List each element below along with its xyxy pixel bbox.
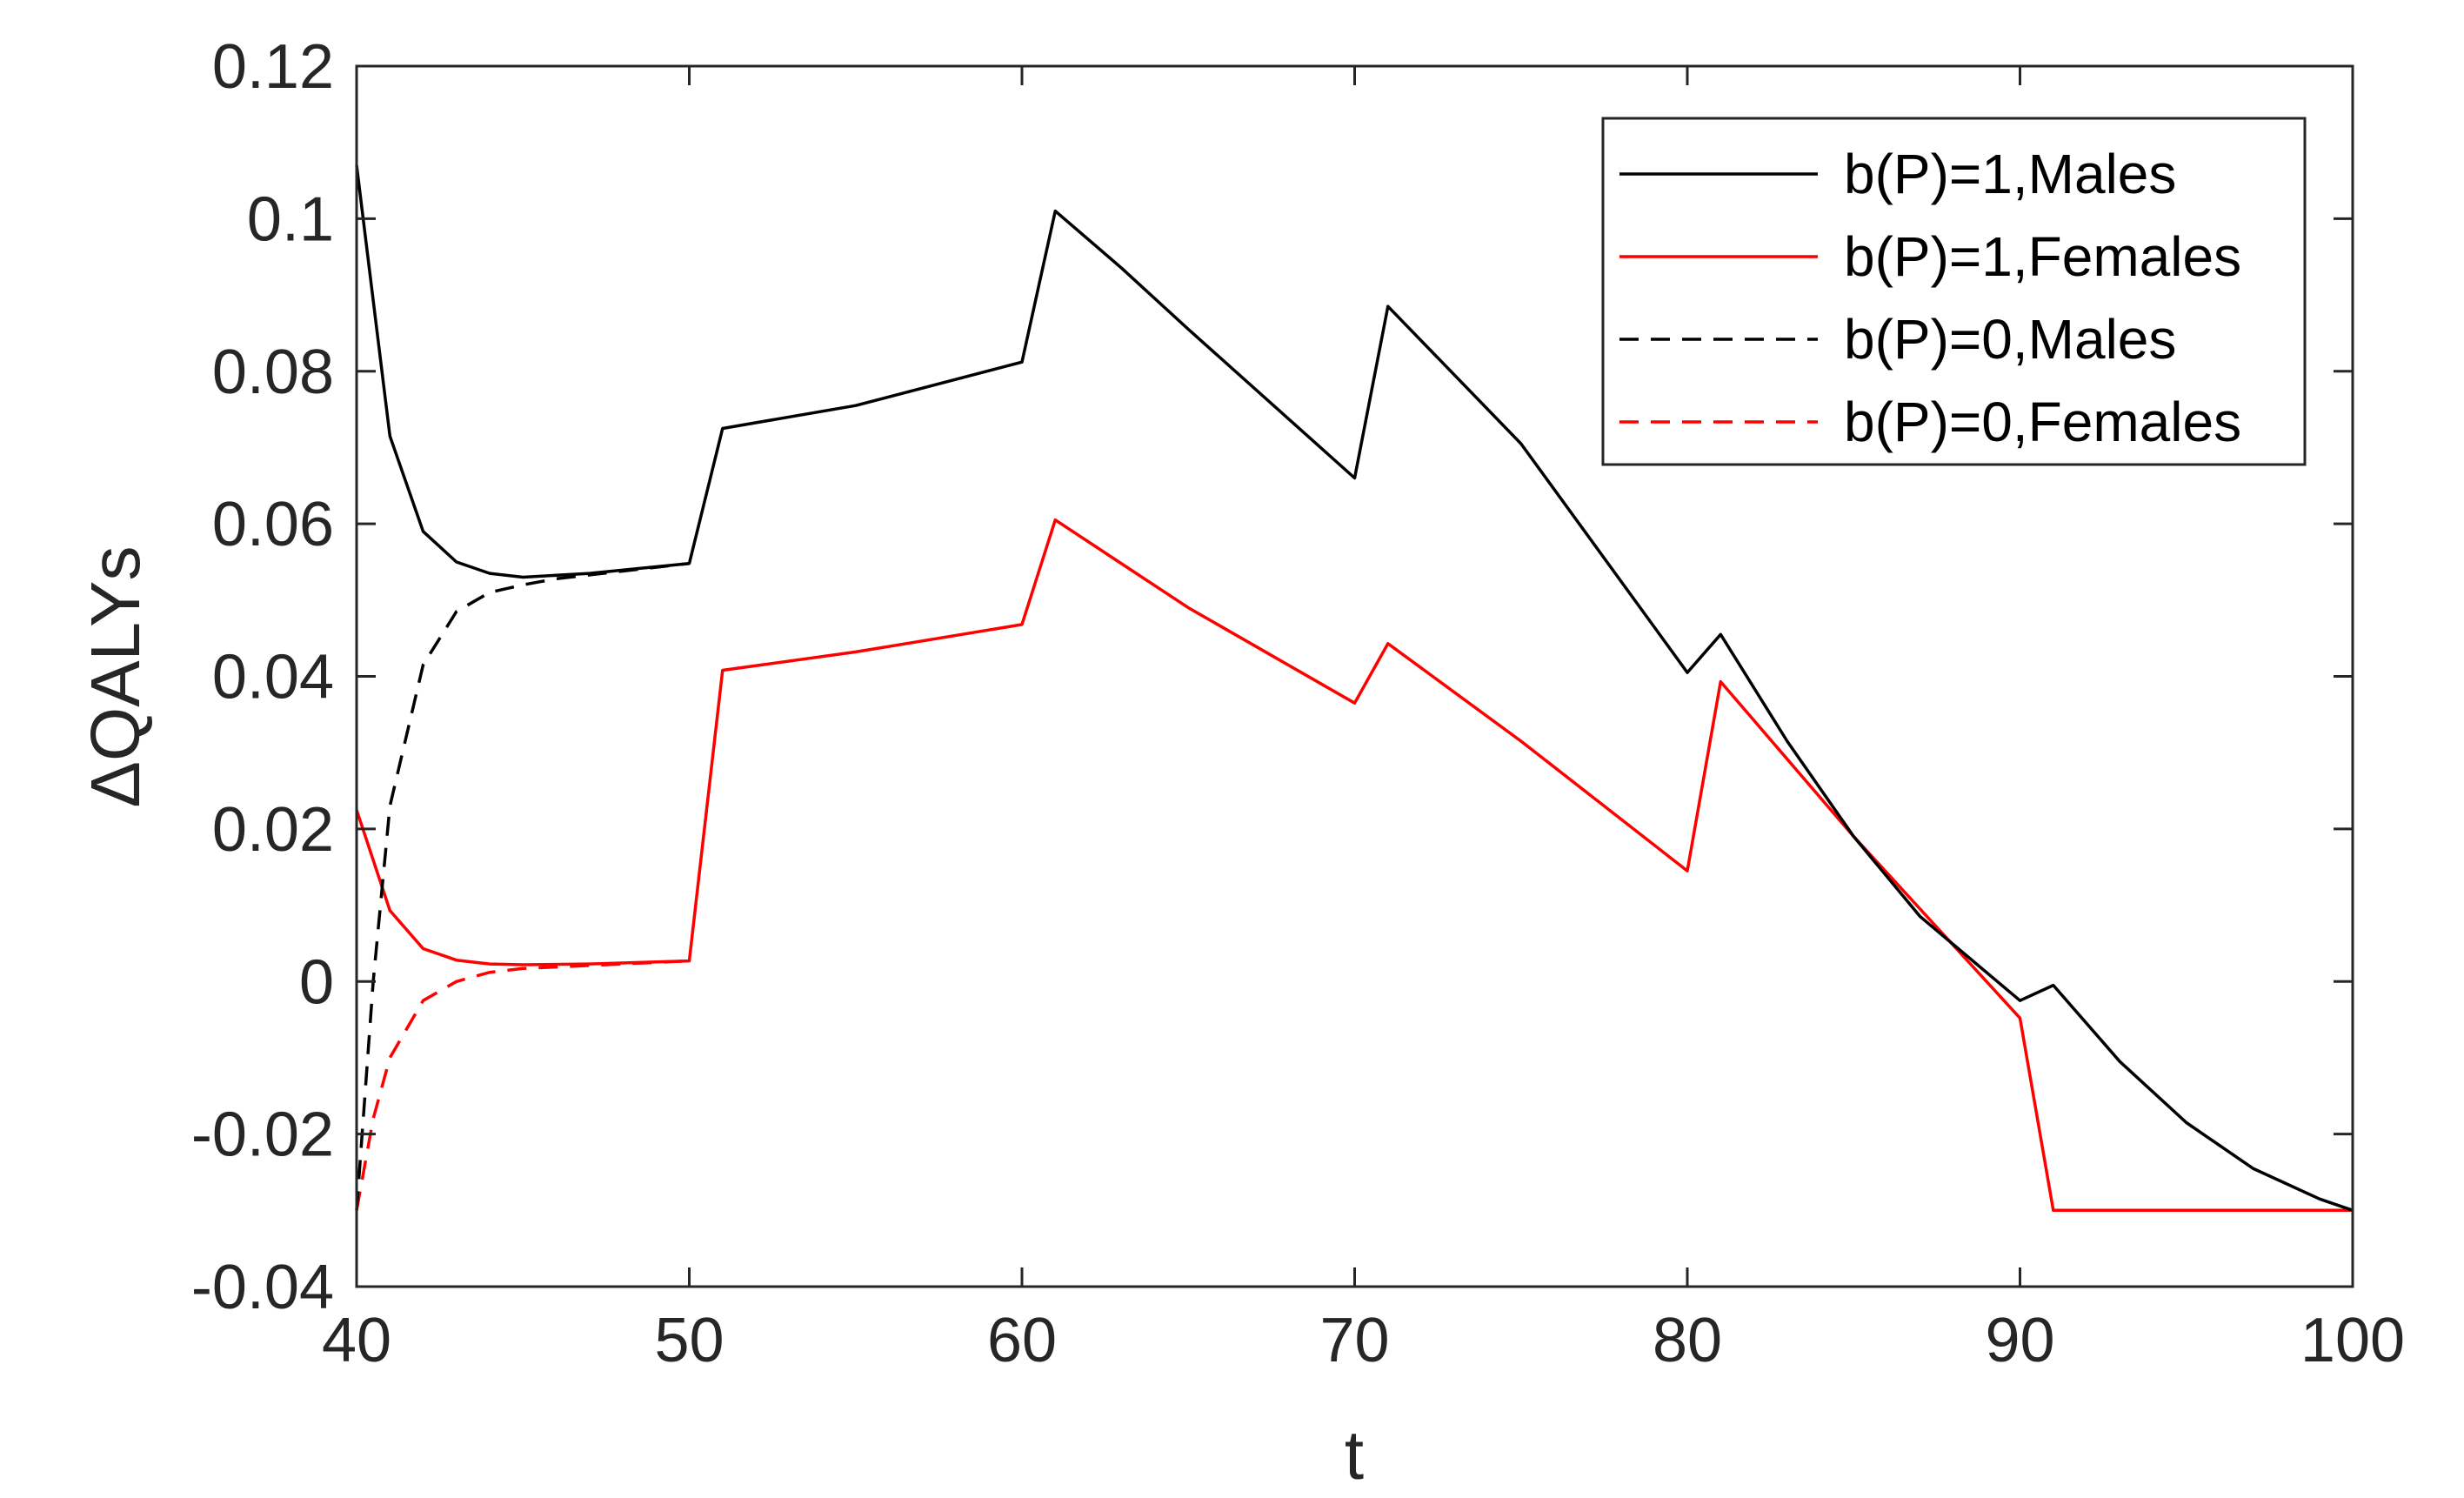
y-tick-label: 0 (299, 947, 334, 1017)
x-tick-label: 60 (987, 1306, 1057, 1375)
legend: b(P)=1,Males b(P)=1,Females b(P)=0,Males b(… (1601, 117, 2307, 466)
y-tick-label: -0.02 (191, 1100, 334, 1170)
y-axis-label: ΔQALYs (77, 546, 154, 808)
legend-entry-label: b(P)=1,Females (1844, 225, 2241, 288)
y-tick-label: 0.1 (247, 184, 334, 254)
y-tick-label: 0.02 (212, 795, 334, 865)
series-line-2 (355, 561, 690, 1211)
x-tick-label: 100 (2300, 1306, 2405, 1375)
legend-entry-label: b(P)=1,Males (1844, 143, 2176, 205)
y-tick-label: 0.12 (212, 32, 334, 102)
series-line-3 (355, 959, 690, 1211)
y-tick-label: 0.08 (212, 338, 334, 407)
legend-entry-label: b(P)=0,Males (1844, 308, 2176, 371)
x-tick-label: 40 (322, 1306, 391, 1375)
y-tick-label: -0.04 (191, 1253, 334, 1322)
x-axis-label: t (1345, 1416, 1364, 1494)
x-tick-label: 70 (1319, 1306, 1389, 1375)
x-tick-label: 50 (654, 1306, 724, 1375)
legend-box (1601, 117, 2307, 466)
ticks-layer: 40 50 60 70 80 90 100 -0.04 -0.02 0 0.02 0.04 0.06 0.… (191, 32, 2405, 1375)
series-layer (355, 164, 2354, 1213)
legend-entry-label: b(P)=0,Females (1844, 391, 2241, 453)
series-line-0 (355, 164, 2354, 1212)
x-tick-label: 80 (1653, 1306, 1722, 1375)
series-line-1 (355, 518, 2353, 1213)
y-tick-label: 0.06 (212, 490, 334, 559)
y-tick-label: 0.04 (212, 643, 334, 712)
x-tick-label: 90 (1985, 1306, 2054, 1375)
